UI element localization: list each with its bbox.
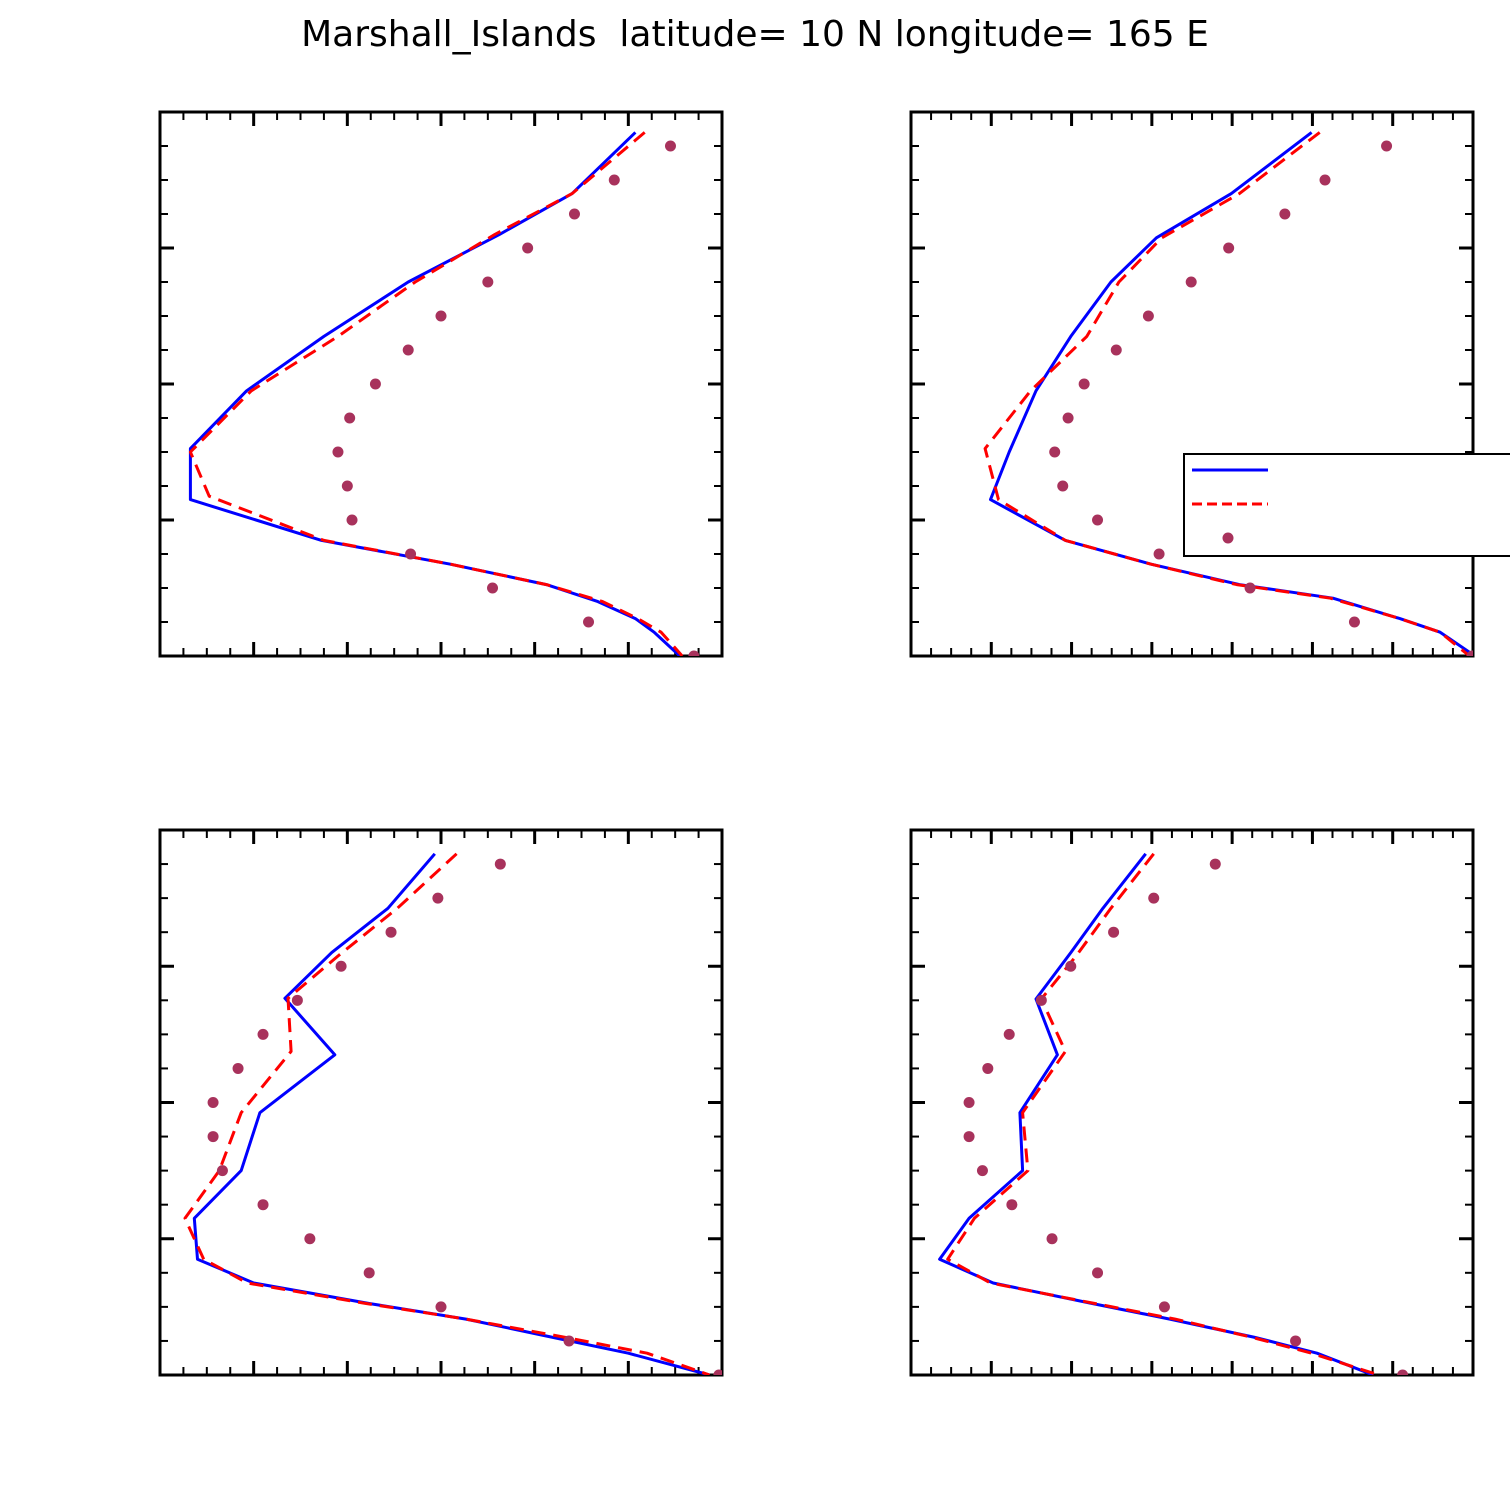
raobs-point: [335, 960, 347, 972]
panel-jul: [158, 828, 724, 1377]
raobs-point: [963, 1097, 975, 1108]
raobs-point: [1110, 344, 1122, 356]
raobs-point: [563, 1335, 575, 1347]
plot-area: [938, 852, 1409, 1375]
raobs-point: [1223, 242, 1235, 254]
raobs-point: [976, 1165, 988, 1177]
raobs-point: [385, 926, 397, 938]
raobs-point: [1158, 1301, 1170, 1313]
series-line-solid: [938, 852, 1374, 1375]
raobs-point: [405, 548, 417, 560]
raobs-point: [1148, 892, 1160, 904]
raobs-point: [363, 1267, 375, 1279]
raobs-point: [216, 1165, 228, 1177]
raobs-point: [1466, 650, 1473, 656]
raobs-point: [1065, 960, 1077, 972]
raobs-point: [1046, 1233, 1058, 1245]
raobs-point: [332, 446, 344, 458]
raobs-point: [257, 1199, 269, 1211]
panel-apr: [909, 110, 1475, 658]
raobs-point: [1108, 926, 1120, 938]
legend: [1183, 453, 1510, 557]
legend-marker-raobs: [1222, 532, 1234, 544]
raobs-point: [1057, 480, 1069, 492]
raobs-point: [232, 1062, 244, 1074]
raobs-point: [341, 480, 353, 492]
raobs-point: [1049, 446, 1061, 458]
raobs-point: [1397, 1369, 1409, 1375]
panel-oct: [909, 828, 1475, 1377]
raobs-point: [435, 310, 447, 322]
plot-frame: [909, 828, 1475, 1377]
raobs-point: [1092, 1267, 1104, 1279]
raobs-point: [982, 1062, 994, 1074]
raobs-point: [688, 650, 700, 656]
raobs-point: [402, 344, 414, 356]
series-line-solid: [989, 131, 1473, 656]
raobs-point: [1142, 310, 1154, 322]
raobs-point: [1279, 208, 1291, 220]
raobs-point: [346, 514, 358, 526]
plot-area: [188, 131, 700, 656]
raobs-point: [1185, 276, 1197, 288]
plot-frame: [158, 828, 724, 1377]
raobs-point: [522, 242, 534, 254]
raobs-point: [583, 616, 595, 628]
panel-jan: [158, 110, 724, 658]
raobs-point: [1078, 378, 1090, 390]
raobs-point: [207, 1097, 219, 1108]
series-line-solid: [188, 131, 681, 656]
raobs-point: [664, 140, 676, 152]
raobs-point: [487, 582, 499, 594]
raobs-point: [482, 276, 494, 288]
raobs-point: [568, 208, 580, 220]
raobs-point: [291, 994, 303, 1006]
series-line-dashed: [983, 131, 1471, 656]
raobs-point: [207, 1131, 219, 1143]
series-line-solid: [192, 852, 710, 1375]
raobs-point: [344, 412, 356, 424]
plot-area: [983, 131, 1473, 656]
raobs-point: [608, 174, 620, 186]
raobs-point: [1290, 1335, 1302, 1347]
raobs-point: [1006, 1199, 1018, 1211]
series-line-dashed: [188, 131, 684, 656]
figure-title: Marshall_Islands latitude= 10 N longitud…: [301, 14, 1209, 55]
raobs-point: [1319, 174, 1331, 186]
series-line-dashed: [183, 852, 710, 1375]
raobs-point: [304, 1233, 316, 1245]
raobs-point: [1244, 582, 1256, 594]
raobs-point: [963, 1131, 975, 1143]
plot-frame: [158, 110, 724, 658]
raobs-point: [1209, 858, 1221, 870]
raobs-point: [1003, 1028, 1015, 1040]
raobs-point: [713, 1369, 722, 1375]
raobs-point: [1062, 412, 1074, 424]
raobs-point: [1092, 514, 1104, 526]
raobs-point: [1348, 616, 1360, 628]
raobs-point: [369, 378, 381, 390]
series-line-dashed: [946, 852, 1379, 1375]
raobs-point: [1035, 994, 1047, 1006]
raobs-point: [257, 1028, 269, 1040]
raobs-point: [494, 858, 506, 870]
plot-area: [183, 852, 722, 1375]
raobs-point: [1153, 548, 1165, 560]
raobs-point: [435, 1301, 447, 1313]
raobs-point: [432, 892, 444, 904]
raobs-point: [1381, 140, 1393, 152]
panels: [158, 110, 1475, 1377]
